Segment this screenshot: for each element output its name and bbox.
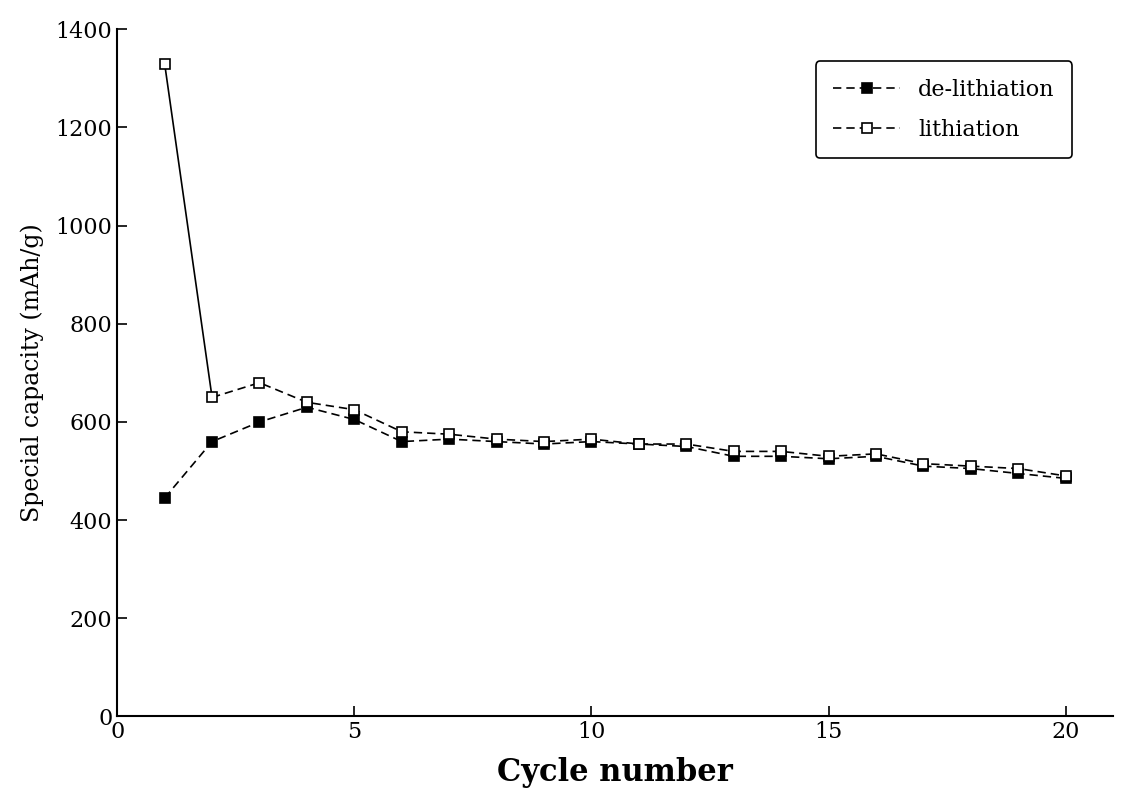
de-lithiation <box>442 434 456 444</box>
lithiation <box>916 459 930 468</box>
lithiation <box>1059 471 1073 481</box>
de-lithiation <box>632 439 645 449</box>
de-lithiation <box>964 464 978 473</box>
de-lithiation <box>870 451 883 461</box>
de-lithiation <box>205 437 219 447</box>
de-lithiation <box>916 461 930 471</box>
lithiation <box>442 430 456 439</box>
de-lithiation <box>395 437 408 447</box>
de-lithiation <box>1059 473 1073 483</box>
lithiation <box>301 397 314 407</box>
Y-axis label: Special capacity (mAh/g): Special capacity (mAh/g) <box>20 223 44 523</box>
Line: lithiation: lithiation <box>208 378 1070 481</box>
de-lithiation <box>822 454 836 464</box>
de-lithiation <box>727 451 741 461</box>
lithiation <box>870 449 883 459</box>
de-lithiation <box>538 439 551 449</box>
lithiation <box>585 434 599 444</box>
lithiation <box>253 378 266 388</box>
lithiation <box>490 434 503 444</box>
de-lithiation <box>490 437 503 447</box>
X-axis label: Cycle number: Cycle number <box>497 757 733 788</box>
de-lithiation <box>1012 468 1025 478</box>
lithiation <box>347 404 361 414</box>
Line: de-lithiation: de-lithiation <box>160 402 1070 503</box>
de-lithiation <box>679 442 693 451</box>
lithiation <box>727 447 741 456</box>
lithiation <box>775 447 788 456</box>
lithiation <box>538 437 551 447</box>
lithiation <box>679 439 693 449</box>
lithiation <box>632 439 645 449</box>
lithiation <box>395 427 408 437</box>
de-lithiation <box>253 417 266 427</box>
de-lithiation <box>158 493 171 503</box>
de-lithiation <box>347 415 361 425</box>
lithiation <box>1012 464 1025 473</box>
lithiation <box>822 451 836 461</box>
lithiation <box>205 392 219 402</box>
Legend: de-lithiation, lithiation: de-lithiation, lithiation <box>815 61 1072 159</box>
de-lithiation <box>301 402 314 412</box>
lithiation <box>964 461 978 471</box>
de-lithiation <box>585 437 599 447</box>
de-lithiation <box>775 451 788 461</box>
